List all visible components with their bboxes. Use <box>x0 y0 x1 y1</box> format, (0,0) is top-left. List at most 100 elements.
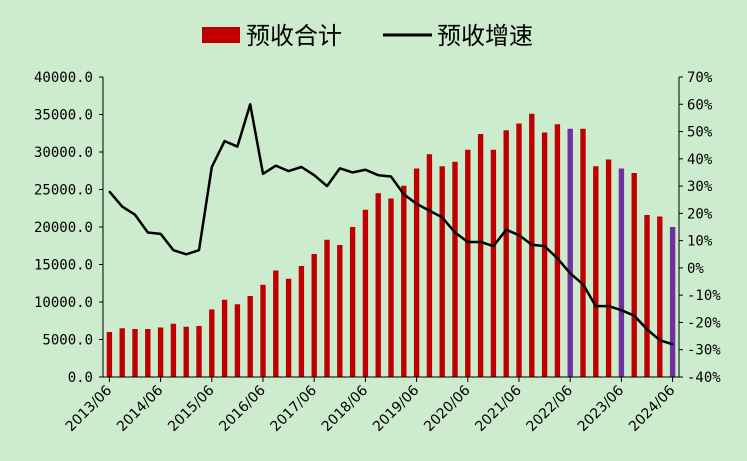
line-point <box>531 243 533 246</box>
bar <box>362 209 369 377</box>
bar <box>285 278 292 377</box>
line-point <box>479 241 482 243</box>
left-axis-ticks: 0.0 5000.0 10000.0 15000.0 20000.0 25000.0 300… <box>34 70 103 386</box>
bar <box>170 323 177 377</box>
line-point <box>556 257 559 260</box>
bar <box>247 296 253 377</box>
line-point <box>121 205 123 208</box>
line-point <box>198 249 200 251</box>
bar <box>401 185 407 377</box>
bar <box>490 149 497 377</box>
line-point <box>147 231 149 234</box>
right-tick-label: 20% <box>687 206 713 222</box>
line-point <box>505 228 508 231</box>
bar <box>452 161 458 377</box>
line-point <box>646 328 648 331</box>
line-point <box>236 145 239 148</box>
right-tick-label: 70% <box>687 70 713 86</box>
bar <box>657 216 663 377</box>
right-tick-label: -30% <box>687 343 721 359</box>
line-point <box>671 343 674 346</box>
bar <box>593 166 599 377</box>
bar <box>298 266 305 377</box>
bar <box>503 130 509 377</box>
bar <box>221 299 228 377</box>
legend: 预收合计 预收增速 <box>202 22 533 50</box>
right-tick-label: 40% <box>687 152 713 168</box>
line-point <box>326 185 328 187</box>
line-point <box>275 164 277 167</box>
bar <box>618 168 625 377</box>
line-point <box>287 170 290 172</box>
bar <box>349 227 356 377</box>
line-point <box>582 283 584 286</box>
bar <box>413 168 420 377</box>
line-point <box>134 213 136 216</box>
line-point <box>467 241 469 243</box>
bar <box>644 215 650 377</box>
line-point <box>185 253 187 256</box>
bar <box>439 166 445 377</box>
bar <box>426 154 433 377</box>
bar <box>106 332 113 377</box>
line-point <box>364 168 367 171</box>
right-axis-ticks: -40% -30% -20% -10% 0% 10% 20% 30% 40% 50% 60% 70% <box>679 70 721 386</box>
line-point <box>223 140 226 142</box>
line-point <box>492 245 495 247</box>
line-point <box>300 166 303 168</box>
bar <box>567 128 573 377</box>
bar <box>554 124 561 377</box>
legend-label-line: 预收增速 <box>437 22 533 50</box>
right-tick-label: -40% <box>687 370 721 386</box>
left-tick-label: 20000.0 <box>34 220 93 236</box>
left-tick-label: 0.0 <box>68 370 93 386</box>
left-tick-label: 10000.0 <box>34 295 93 311</box>
line-point <box>351 171 354 174</box>
line-point <box>313 174 316 176</box>
bar <box>605 159 612 377</box>
line-point <box>377 174 380 176</box>
line-point <box>211 166 213 168</box>
bar <box>273 270 279 377</box>
line-point <box>607 305 610 307</box>
left-tick-label: 35000.0 <box>34 108 93 124</box>
bar <box>388 198 394 377</box>
bar <box>337 245 343 377</box>
left-tick-label: 30000.0 <box>34 145 93 161</box>
legend-label-bar: 预收合计 <box>246 22 342 50</box>
line-point <box>390 175 392 178</box>
bar <box>145 329 151 377</box>
bar <box>324 239 330 377</box>
bar <box>516 123 522 377</box>
line-point <box>659 339 661 341</box>
left-tick-label: 15000.0 <box>34 258 93 274</box>
line-point <box>569 272 571 275</box>
line-point <box>441 216 444 219</box>
line-point <box>415 203 418 205</box>
line-point <box>262 173 264 175</box>
right-tick-label: 30% <box>687 179 713 195</box>
bar <box>541 132 548 377</box>
bar <box>132 329 138 377</box>
line-point <box>454 231 456 234</box>
line-point <box>108 190 111 193</box>
line-point <box>633 314 635 317</box>
left-tick-label: 25000.0 <box>34 183 93 199</box>
line-point <box>172 249 175 251</box>
line-point <box>428 209 431 212</box>
bar <box>196 326 202 377</box>
bar <box>580 128 586 377</box>
bar <box>477 134 484 377</box>
bar <box>631 173 637 377</box>
line-point <box>339 167 341 170</box>
legend-swatch-bar <box>202 27 240 43</box>
right-tick-label: -20% <box>687 315 721 331</box>
left-tick-label: 5000.0 <box>42 333 93 349</box>
right-tick-label: 0% <box>687 261 704 277</box>
line-point <box>159 233 162 235</box>
line-point <box>595 305 597 307</box>
bar <box>183 326 189 377</box>
line-point <box>620 309 623 311</box>
bar <box>234 304 241 377</box>
growth-line-points <box>108 103 674 346</box>
